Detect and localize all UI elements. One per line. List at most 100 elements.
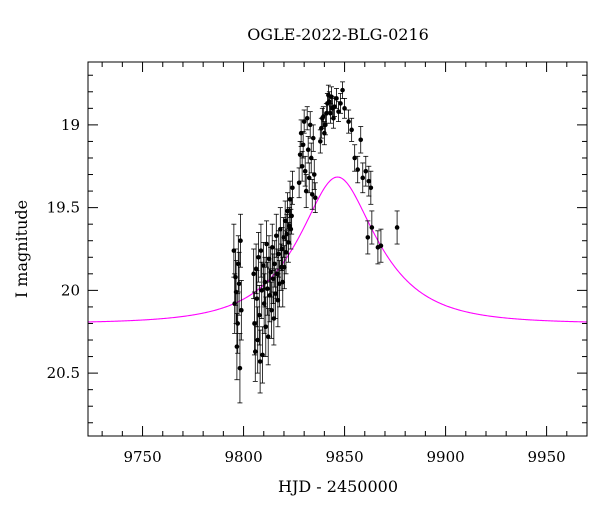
- data-point: [236, 261, 241, 267]
- data-point: [285, 208, 290, 214]
- y-tick-label: 20.5: [47, 364, 80, 382]
- data-point: [328, 111, 333, 116]
- data-point: [306, 175, 312, 181]
- x-tick-label: 9800: [224, 448, 262, 466]
- data-point: [305, 147, 311, 153]
- data-point: [304, 115, 310, 121]
- data-point: [327, 99, 332, 105]
- data-point: [252, 349, 258, 354]
- data-point: [257, 359, 263, 364]
- y-tick-label: 19: [61, 116, 80, 134]
- data-point: [259, 288, 265, 293]
- data-point: [352, 155, 357, 161]
- x-tick-label: 9750: [123, 448, 161, 466]
- data-point: [342, 106, 347, 111]
- y-tick-label: 20: [61, 281, 80, 299]
- data-point: [281, 235, 286, 240]
- y-tick-label: 19.5: [47, 199, 80, 217]
- data-point: [257, 312, 262, 318]
- data-point: [312, 195, 318, 200]
- data-point: [394, 225, 400, 230]
- data-point: [338, 101, 343, 106]
- data-point: [332, 104, 337, 109]
- data-point: [273, 233, 279, 239]
- data-point: [265, 286, 270, 292]
- plot-area: [87, 81, 588, 404]
- data-point: [298, 130, 304, 136]
- data-point: [270, 276, 276, 282]
- data-point: [355, 167, 361, 172]
- data-point: [289, 213, 294, 219]
- data-point: [282, 218, 288, 224]
- data-point: [276, 251, 282, 257]
- data-point: [272, 261, 277, 267]
- data-point: [260, 352, 265, 358]
- data-point: [273, 291, 278, 296]
- data-point: [235, 321, 240, 326]
- chart-title: OGLE-2022-BLG-0216: [247, 25, 429, 44]
- data-point: [302, 168, 308, 174]
- data-point: [329, 94, 334, 100]
- data-point: [238, 238, 243, 244]
- data-point: [237, 365, 243, 371]
- data-point: [369, 225, 375, 230]
- data-point: [239, 307, 244, 313]
- data-point: [261, 263, 266, 268]
- data-point: [334, 96, 339, 101]
- y-axis-label: I magnitude: [12, 200, 31, 298]
- data-point: [231, 248, 237, 253]
- data-point: [290, 185, 295, 191]
- data-point: [264, 241, 269, 247]
- data-point: [233, 274, 238, 280]
- data-point: [284, 231, 290, 237]
- data-point: [234, 344, 240, 349]
- data-point: [263, 324, 269, 330]
- data-point: [258, 248, 264, 253]
- data-point: [321, 114, 326, 119]
- data-point: [282, 264, 287, 270]
- data-point: [262, 279, 268, 285]
- data-point: [279, 246, 285, 252]
- data-point: [346, 119, 351, 124]
- data-point: [256, 254, 261, 260]
- data-point: [251, 271, 256, 277]
- data-point: [318, 139, 323, 144]
- data-point: [300, 142, 306, 148]
- axis-ticks: 9750 9800 9850 9900 9950 19 19.5 20 20.5: [47, 62, 588, 466]
- model-curve: [87, 176, 588, 323]
- x-tick-label: 9850: [325, 448, 363, 466]
- data-point: [307, 122, 313, 128]
- data-point: [253, 266, 259, 272]
- data-point: [278, 226, 283, 232]
- data-point: [255, 337, 261, 343]
- x-tick-label: 9950: [528, 448, 566, 466]
- data-point: [365, 235, 371, 240]
- data-point: [336, 109, 341, 114]
- data-point: [288, 226, 294, 232]
- data-point: [236, 281, 242, 287]
- x-tick-label: 9900: [426, 448, 464, 466]
- data-point: [358, 137, 364, 143]
- data-point: [301, 119, 307, 124]
- data-point: [303, 188, 309, 194]
- plot-frame: [87, 61, 588, 437]
- data-point: [331, 115, 336, 121]
- data-point: [363, 168, 369, 174]
- data-point: [269, 245, 275, 250]
- data-point: [297, 152, 303, 157]
- data-point: [268, 269, 273, 275]
- data-point: [311, 172, 317, 177]
- data-point: [265, 334, 271, 340]
- data-point: [309, 192, 315, 197]
- data-point: [296, 180, 302, 186]
- x-axis-label: HJD - 2450000: [278, 477, 398, 496]
- data-point: [254, 296, 260, 301]
- data-point: [310, 135, 316, 141]
- data-point: [378, 243, 384, 248]
- data-point: [323, 122, 328, 128]
- data-point: [269, 307, 274, 313]
- data-point: [360, 175, 366, 181]
- data-point: [266, 256, 272, 262]
- data-point: [275, 298, 281, 303]
- data-point: [349, 127, 354, 133]
